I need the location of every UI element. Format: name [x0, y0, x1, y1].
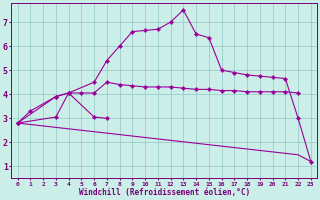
X-axis label: Windchill (Refroidissement éolien,°C): Windchill (Refroidissement éolien,°C) [79, 188, 250, 197]
